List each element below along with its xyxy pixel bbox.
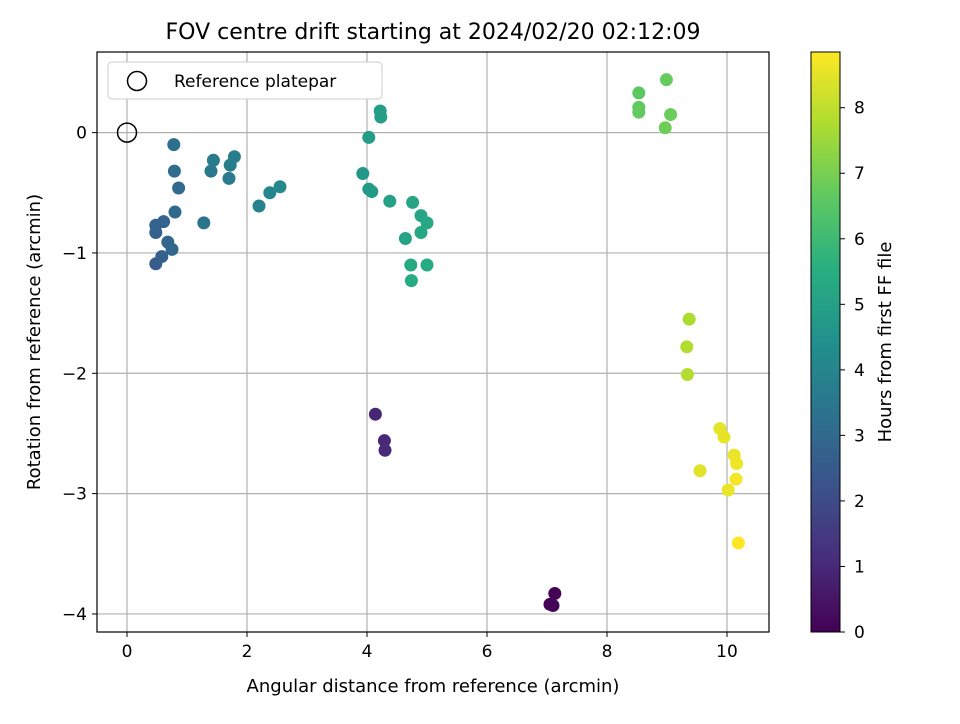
data-point bbox=[682, 312, 696, 326]
data-point bbox=[374, 110, 388, 124]
colorbar-tick-label: 2 bbox=[854, 492, 865, 512]
colorbar-tick-label: 6 bbox=[854, 230, 865, 250]
data-point bbox=[680, 367, 694, 381]
colorbar-label: Hours from first FF file bbox=[875, 242, 896, 443]
data-point bbox=[406, 195, 420, 209]
data-point bbox=[658, 121, 672, 135]
y-tick-label: −2 bbox=[62, 364, 87, 384]
y-axis-ticks: 0 −1 −2 −3 −4 bbox=[62, 124, 97, 625]
data-point bbox=[680, 340, 694, 354]
data-point bbox=[157, 215, 171, 229]
data-point bbox=[165, 242, 179, 256]
x-tick-label: 4 bbox=[362, 642, 373, 662]
data-point bbox=[378, 443, 392, 457]
data-point bbox=[263, 186, 277, 200]
data-point bbox=[167, 138, 181, 152]
x-tick-label: 8 bbox=[602, 642, 613, 662]
colorbar-ticks: 0 1 2 3 4 5 6 7 8 bbox=[840, 99, 865, 643]
reference-platepar-marker bbox=[116, 122, 138, 143]
data-point bbox=[206, 153, 220, 167]
data-point bbox=[632, 105, 646, 119]
y-axis-label: Rotation from reference (arcmin) bbox=[24, 194, 45, 490]
data-point bbox=[398, 232, 412, 246]
colorbar: 0 1 2 3 4 5 6 7 8 Hours from first FF file bbox=[810, 51, 896, 643]
data-point bbox=[404, 274, 418, 288]
legend-entry-reference-platepar: Reference platepar bbox=[174, 72, 336, 92]
data-point bbox=[155, 250, 169, 264]
data-point bbox=[420, 258, 434, 272]
data-point bbox=[356, 167, 370, 181]
data-point bbox=[172, 181, 186, 195]
x-axis-ticks: 0 2 4 6 8 10 bbox=[122, 632, 738, 662]
data-point bbox=[659, 73, 673, 87]
data-point bbox=[729, 472, 743, 486]
data-point bbox=[252, 199, 266, 213]
colorbar-tick-label: 1 bbox=[854, 557, 865, 577]
data-point bbox=[731, 536, 745, 550]
colorbar-tick-label: 0 bbox=[854, 623, 865, 643]
y-tick-label: −4 bbox=[62, 605, 87, 625]
chart-title: FOV centre drift starting at 2024/02/20 … bbox=[166, 20, 701, 45]
plot-area-frame bbox=[96, 51, 770, 633]
data-point bbox=[693, 464, 707, 478]
data-point bbox=[721, 483, 735, 497]
data-point bbox=[632, 86, 646, 100]
data-point bbox=[368, 407, 382, 421]
data-point bbox=[420, 216, 434, 230]
legend-box bbox=[107, 61, 383, 100]
data-point bbox=[362, 130, 376, 144]
data-point bbox=[227, 150, 241, 164]
x-tick-label: 0 bbox=[122, 642, 133, 662]
legend-marker-icon bbox=[126, 70, 148, 92]
data-point bbox=[717, 430, 731, 444]
y-tick-label: −1 bbox=[62, 244, 87, 264]
grid-lines bbox=[97, 52, 769, 632]
data-points bbox=[149, 73, 745, 613]
x-tick-label: 10 bbox=[716, 642, 738, 662]
data-point bbox=[167, 164, 181, 178]
data-point bbox=[414, 225, 428, 239]
data-point bbox=[548, 586, 562, 600]
data-point bbox=[204, 164, 218, 178]
colorbar-tick-label: 8 bbox=[854, 99, 865, 119]
x-axis-label: Angular distance from reference (arcmin) bbox=[247, 676, 620, 697]
data-point bbox=[730, 457, 744, 471]
data-point bbox=[365, 185, 379, 199]
legend: Reference platepar bbox=[107, 61, 383, 100]
colorbar-tick-label: 3 bbox=[854, 426, 865, 446]
x-tick-label: 6 bbox=[482, 642, 493, 662]
x-tick-label: 2 bbox=[242, 642, 253, 662]
data-point bbox=[664, 108, 678, 122]
colorbar-tick-label: 5 bbox=[854, 295, 865, 315]
data-point bbox=[546, 599, 560, 613]
data-point bbox=[168, 205, 182, 219]
data-point bbox=[383, 194, 397, 208]
y-tick-label: 0 bbox=[76, 124, 87, 144]
y-tick-label: −3 bbox=[62, 485, 87, 505]
data-point bbox=[273, 180, 287, 194]
data-point bbox=[222, 171, 236, 185]
colorbar-tick-label: 4 bbox=[854, 361, 865, 381]
colorbar-tick-label: 7 bbox=[854, 164, 865, 184]
data-point bbox=[377, 434, 391, 448]
colorbar-gradient bbox=[810, 51, 841, 633]
data-point bbox=[197, 216, 211, 230]
data-point bbox=[404, 258, 418, 272]
